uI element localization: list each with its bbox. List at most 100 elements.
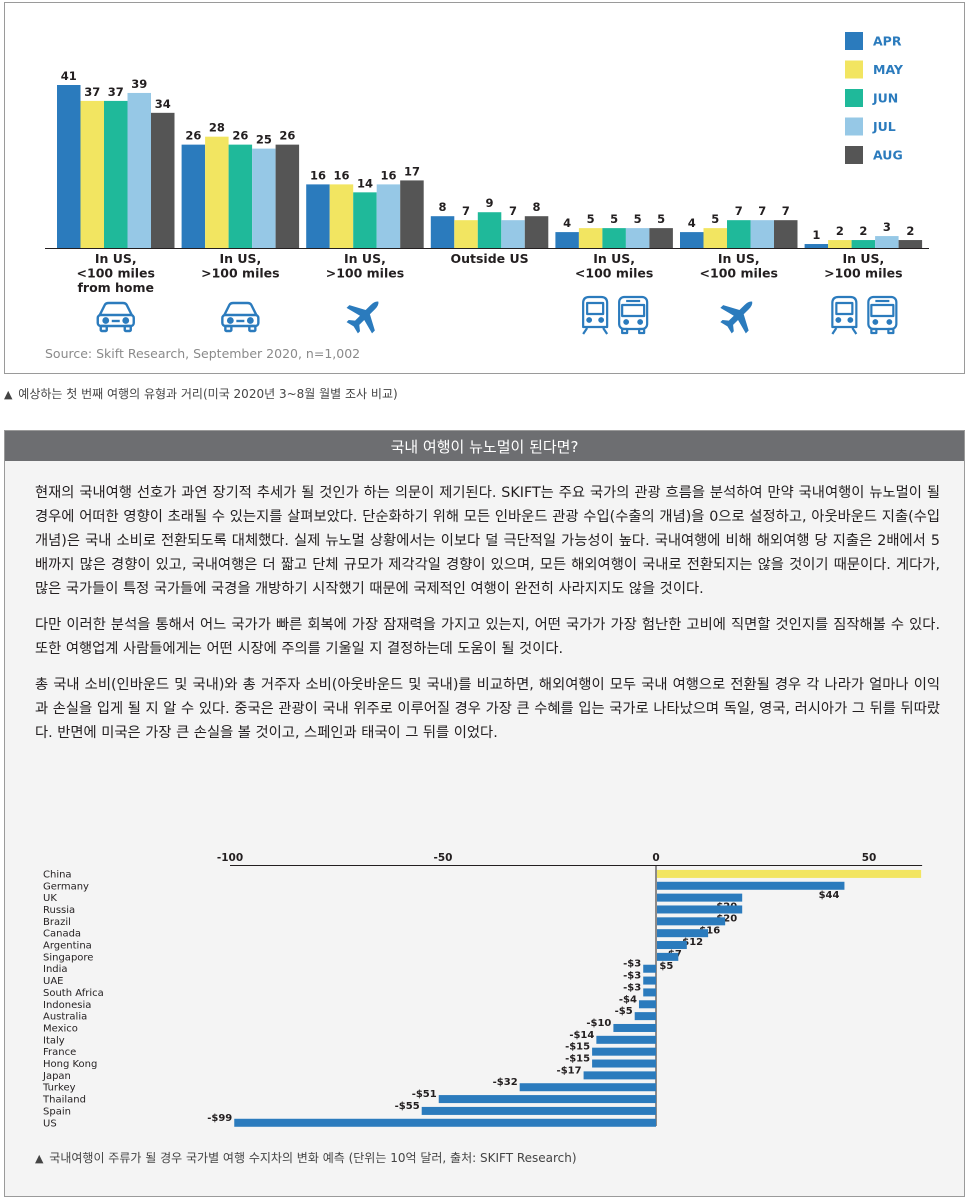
car-icon-wheel bbox=[248, 324, 257, 333]
bar-value-label: 3 bbox=[883, 220, 891, 234]
bar-value-label: 4 bbox=[688, 216, 696, 230]
bar bbox=[104, 100, 128, 248]
bus-icon bbox=[618, 295, 649, 335]
bar-value-label: 2 bbox=[836, 224, 844, 238]
bar-value-label: 14 bbox=[357, 176, 373, 190]
bar-value-label: 26 bbox=[232, 129, 248, 143]
bar-value-label: -$51 bbox=[412, 1089, 437, 1100]
country-label: Canada bbox=[43, 929, 81, 940]
paragraph: 현재의 국내여행 선호가 과연 장기적 추세가 될 것인가 하는 의문이 제기된… bbox=[35, 485, 940, 597]
country-label: France bbox=[43, 1047, 76, 1058]
category-label: <100 miles bbox=[77, 266, 155, 281]
triangle-icon: ▲ bbox=[35, 1152, 44, 1165]
bar bbox=[634, 1012, 656, 1021]
legend-swatch bbox=[845, 89, 863, 107]
country-label: Singapore bbox=[43, 952, 93, 963]
bus-icon-light bbox=[623, 319, 630, 325]
bus-icon-body bbox=[867, 295, 898, 331]
paragraph: 총 국내 소비(인바운드 및 국내)와 총 거주자 소비(아웃바운드 및 국내)… bbox=[35, 677, 940, 741]
bar-value-label: 4 bbox=[563, 216, 571, 230]
legend-swatch bbox=[845, 32, 863, 50]
bar bbox=[438, 1095, 656, 1104]
paragraph: 다만 이러한 분석을 통해서 어느 국가가 빠른 회복에 가장 잠재력을 가지고… bbox=[35, 617, 940, 657]
bar-value-label: -$5 bbox=[615, 1006, 633, 1017]
x-tick-label: 0 bbox=[652, 852, 659, 864]
section-header: 국내 여행이 뉴노멀이 된다면? bbox=[5, 431, 964, 461]
bar-value-label: 5 bbox=[587, 212, 595, 226]
bar-value-label: -$55 bbox=[395, 1101, 420, 1112]
bar bbox=[228, 144, 253, 248]
bar-value-label: 5 bbox=[610, 212, 618, 226]
bar-value-label: 7 bbox=[462, 204, 470, 218]
car-icon-light bbox=[102, 317, 110, 324]
car-icon-roof bbox=[223, 301, 258, 316]
legend-label: APR bbox=[873, 34, 902, 49]
category-label: Outside US bbox=[450, 251, 528, 266]
country-label: Mexico bbox=[43, 1023, 78, 1034]
bar-value-label: 8 bbox=[533, 200, 541, 214]
train-icon-window bbox=[586, 301, 605, 316]
car-icon-roof bbox=[98, 301, 133, 316]
legend-label: JUN bbox=[872, 91, 898, 106]
bar bbox=[657, 941, 687, 950]
bar-value-label: $44 bbox=[819, 890, 840, 901]
bus-icon-wheel bbox=[870, 327, 878, 335]
bus-icon-window bbox=[621, 303, 646, 318]
bar-value-label: 8 bbox=[439, 200, 447, 214]
bar bbox=[596, 1035, 656, 1044]
country-label: Italy bbox=[43, 1035, 65, 1046]
bar bbox=[430, 216, 455, 248]
bar-value-label: 2 bbox=[906, 224, 914, 238]
country-label: Thailand bbox=[42, 1095, 86, 1106]
airplane-icon-shape bbox=[346, 301, 379, 334]
bar bbox=[376, 184, 401, 248]
airplane-icon-shape bbox=[720, 301, 753, 334]
bus-icon-wheel bbox=[638, 327, 646, 335]
legend-label: MAY bbox=[873, 62, 904, 77]
bar bbox=[80, 100, 104, 248]
train-icon-leg bbox=[851, 327, 858, 335]
train-icon-light bbox=[835, 317, 842, 323]
car-icon-wheel bbox=[99, 324, 108, 333]
bar bbox=[657, 881, 845, 890]
country-label: Spain bbox=[43, 1106, 71, 1117]
train-icon-light bbox=[586, 317, 593, 323]
bar bbox=[875, 236, 899, 248]
country-label: Brazil bbox=[43, 917, 71, 928]
bar-value-label: -$99 bbox=[207, 1113, 232, 1124]
x-tick-label: -100 bbox=[217, 852, 243, 864]
train-icon-body bbox=[831, 295, 858, 329]
legend-label: AUG bbox=[873, 148, 903, 163]
bar-value-label: 2 bbox=[859, 224, 867, 238]
bar-value-label: -$10 bbox=[586, 1018, 611, 1029]
bar bbox=[578, 228, 603, 248]
category-label: In US, bbox=[95, 251, 137, 266]
bar bbox=[657, 952, 679, 961]
bar-value-label: -$15 bbox=[565, 1054, 590, 1065]
bar-value-label: 39 bbox=[131, 77, 147, 91]
bar-value-label: 26 bbox=[279, 129, 295, 143]
car-icon-wheel bbox=[123, 324, 132, 333]
bar-value-label: $20 bbox=[716, 913, 737, 924]
country-label: Turkey bbox=[42, 1083, 76, 1094]
country-label: India bbox=[43, 964, 68, 975]
bar bbox=[613, 1023, 656, 1032]
legend-swatch bbox=[845, 146, 863, 164]
bar bbox=[592, 1059, 656, 1068]
bar-value-label: 37 bbox=[84, 85, 100, 99]
bar bbox=[477, 212, 502, 248]
bar bbox=[828, 240, 852, 248]
bar-value-label: 1 bbox=[812, 228, 820, 242]
bar bbox=[657, 917, 726, 926]
bar bbox=[275, 144, 300, 248]
category-label: <100 miles bbox=[700, 266, 778, 281]
bar bbox=[524, 216, 549, 248]
train-icon-leg bbox=[602, 327, 609, 335]
chart1-caption: ▲ 예상하는 첫 번째 여행의 유형과 거리(미국 2020년 3~8월 월별 … bbox=[4, 385, 398, 402]
bar-value-label: 16 bbox=[310, 168, 326, 182]
bar-value-label: 5 bbox=[634, 212, 642, 226]
bus-icon-wheel bbox=[887, 327, 895, 335]
legend-label: JUL bbox=[872, 119, 896, 134]
bar bbox=[127, 92, 151, 248]
bar-value-label: 5 bbox=[657, 212, 665, 226]
